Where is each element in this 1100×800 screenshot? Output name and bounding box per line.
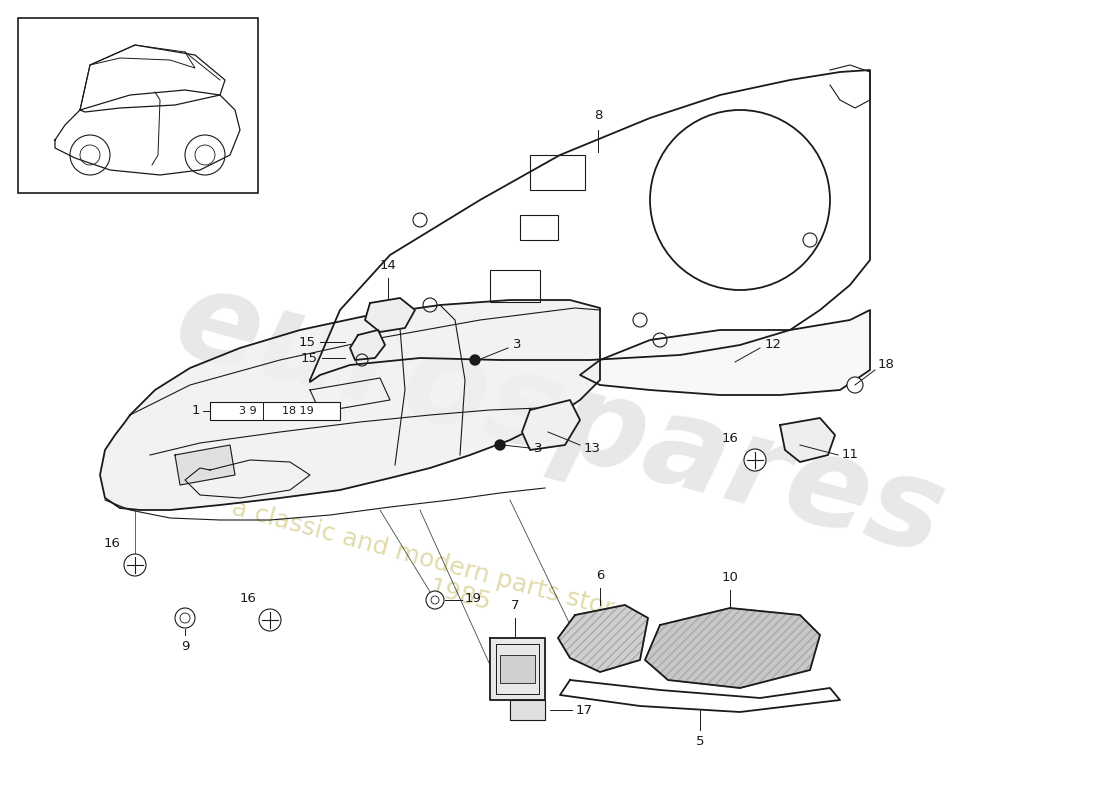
Polygon shape — [350, 330, 385, 360]
Text: 16: 16 — [103, 537, 120, 550]
Bar — [520, 215, 558, 240]
Text: 7: 7 — [510, 599, 519, 612]
Text: 19: 19 — [465, 591, 482, 605]
Bar — [500, 655, 535, 683]
Circle shape — [258, 609, 280, 631]
Text: 1985: 1985 — [426, 575, 494, 615]
Text: 6: 6 — [596, 569, 604, 582]
Text: 16: 16 — [722, 432, 738, 445]
Bar — [18, 18, 258, 193]
Circle shape — [124, 554, 146, 576]
Circle shape — [744, 449, 766, 471]
Polygon shape — [510, 700, 544, 720]
Text: 11: 11 — [842, 449, 859, 462]
Text: 5: 5 — [695, 735, 704, 748]
Bar — [530, 155, 585, 190]
Bar — [490, 270, 540, 302]
Polygon shape — [365, 298, 415, 332]
Text: 18 19: 18 19 — [282, 406, 314, 416]
Text: 14: 14 — [379, 259, 396, 272]
Text: 17: 17 — [576, 703, 593, 717]
Polygon shape — [580, 310, 870, 395]
Text: 3 9: 3 9 — [239, 406, 256, 416]
Polygon shape — [310, 70, 870, 382]
Text: 1: 1 — [191, 405, 200, 418]
Polygon shape — [645, 608, 820, 688]
Text: a classic and modern parts store: a classic and modern parts store — [229, 495, 631, 625]
Circle shape — [495, 440, 505, 450]
Text: 8: 8 — [594, 109, 602, 122]
Polygon shape — [558, 605, 648, 672]
Circle shape — [426, 591, 444, 609]
Text: 15: 15 — [299, 335, 316, 349]
Polygon shape — [780, 418, 835, 462]
Text: 18: 18 — [878, 358, 895, 371]
Circle shape — [847, 377, 864, 393]
Text: 15: 15 — [301, 351, 318, 365]
Bar — [210, 402, 340, 420]
Text: 16: 16 — [240, 592, 256, 605]
Text: 13: 13 — [584, 442, 601, 454]
Circle shape — [470, 355, 480, 365]
Text: 3: 3 — [513, 338, 521, 351]
Text: 3: 3 — [534, 442, 542, 454]
Polygon shape — [522, 400, 580, 450]
Text: 12: 12 — [764, 338, 782, 351]
Polygon shape — [175, 445, 235, 485]
Text: eurospares: eurospares — [163, 259, 957, 581]
Polygon shape — [560, 680, 840, 712]
Text: 10: 10 — [722, 571, 738, 584]
Circle shape — [175, 608, 195, 628]
Polygon shape — [490, 638, 544, 700]
Text: 9: 9 — [180, 640, 189, 653]
Polygon shape — [100, 300, 600, 510]
